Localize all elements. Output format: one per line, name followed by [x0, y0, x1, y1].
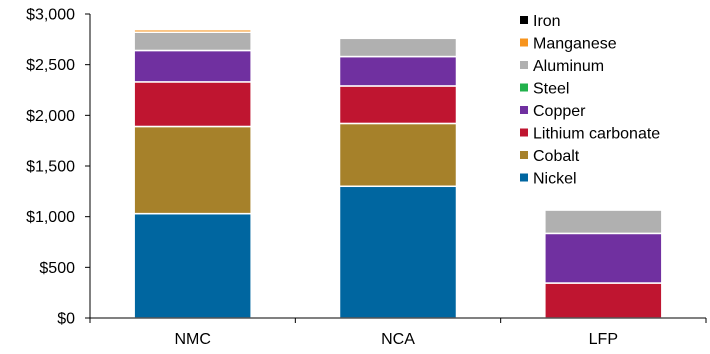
- bar-segment-lfp-copper: [544, 232, 663, 284]
- x-tick-label: NMC: [174, 331, 210, 348]
- bar-segment-lfp-aluminum: [544, 209, 663, 235]
- legend-label-aluminum: Aluminum: [533, 58, 604, 75]
- y-tick-label: $0: [57, 311, 75, 328]
- legend-swatch-nickel: [520, 173, 528, 182]
- legend-label-nickel: Nickel: [533, 171, 577, 188]
- bar-segment-lfp-lithium-carbonate: [544, 282, 663, 319]
- bar-segment-nca-aluminum: [338, 37, 458, 58]
- legend-swatch-cobalt: [520, 151, 528, 159]
- y-tick-label: $3,000: [26, 7, 75, 24]
- bar-segment-nca-nickel: [338, 185, 458, 319]
- axes-layer: NMC NCA LFP $0 $500 $1,000 $1,500 $2,000 $2,500 $…: [26, 7, 707, 348]
- y-tick-label: $2,500: [26, 57, 75, 74]
- bar-segment-nmc-copper: [133, 49, 252, 83]
- legend-swatch-iron: [520, 16, 528, 24]
- legend-label-copper: Copper: [533, 103, 586, 120]
- x-tick-label: LFP: [589, 331, 618, 348]
- bar-segment-nmc-manganese: [133, 28, 252, 33]
- bar-segment-nmc-aluminum: [133, 31, 252, 52]
- legend-swatch-manganese: [520, 38, 528, 47]
- bar-segment-nca-cobalt: [338, 122, 458, 188]
- bar-segment-nmc-lithium-carbonate: [133, 81, 252, 128]
- bars-layer: [133, 28, 663, 319]
- legend-swatch-lithium-carbonate: [520, 128, 528, 137]
- x-tick-label: NCA: [381, 331, 415, 348]
- legend-label-steel: Steel: [533, 81, 569, 98]
- y-tick-label: $2,000: [26, 108, 75, 125]
- legend-swatch-copper: [520, 106, 528, 114]
- y-tick-label: $1,000: [26, 209, 75, 226]
- legend-label-manganese: Manganese: [533, 36, 617, 53]
- bar-segment-nca-copper: [338, 55, 458, 87]
- legend-label-lithium-carbonate: Lithium carbonate: [533, 126, 660, 143]
- bar-segment-nmc-cobalt: [133, 125, 252, 215]
- legend-label-iron: Iron: [533, 13, 561, 30]
- legend-swatch-aluminum: [520, 61, 528, 69]
- legend-swatch-steel: [520, 83, 528, 92]
- legend-label-cobalt: Cobalt: [533, 148, 580, 165]
- bar-segment-nca-lithium-carbonate: [338, 85, 458, 125]
- bar-segment-nmc-nickel: [133, 212, 252, 319]
- y-tick-label: $1,500: [26, 159, 75, 176]
- legend: Iron Manganese Aluminum Steel Copper Lithium …: [520, 13, 660, 188]
- y-tick-label: $500: [39, 260, 75, 277]
